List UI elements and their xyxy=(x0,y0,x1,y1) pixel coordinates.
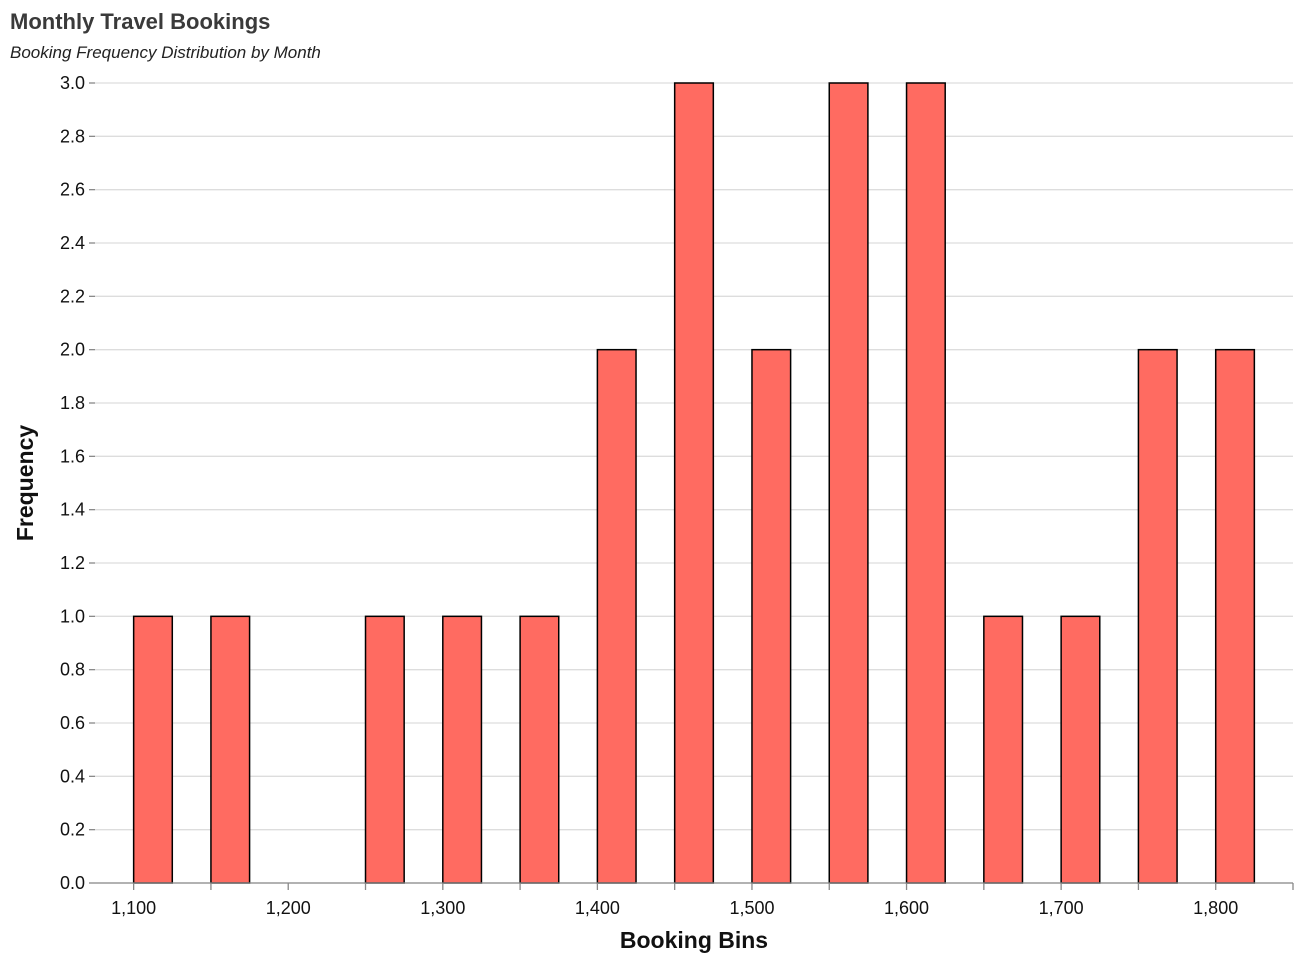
y-tick-label: 1.8 xyxy=(60,393,85,413)
histogram-bar xyxy=(442,615,483,884)
y-tick-label: 0.2 xyxy=(60,820,85,840)
histogram-bar xyxy=(132,615,174,884)
histogram-bar xyxy=(828,82,869,884)
histogram-bar xyxy=(364,615,405,884)
y-tick-label: 1.4 xyxy=(60,500,85,520)
chart-subtitle: Booking Frequency Distribution by Month xyxy=(10,43,321,62)
y-tick-label: 1.0 xyxy=(60,606,85,626)
histogram-bar xyxy=(1060,615,1101,884)
x-tick-label: 1,300 xyxy=(420,898,465,918)
histogram-bar xyxy=(210,615,251,884)
x-tick-label: 1,700 xyxy=(1039,898,1084,918)
y-tick-label: 0.8 xyxy=(60,660,85,680)
histogram-bar xyxy=(905,82,946,884)
y-tick-label: 0.6 xyxy=(60,713,85,733)
histogram-bar xyxy=(1137,348,1178,884)
histogram-bar xyxy=(751,348,792,884)
chart-title: Monthly Travel Bookings xyxy=(10,9,270,34)
histogram-bar xyxy=(1214,348,1256,884)
y-tick-label: 3.0 xyxy=(60,73,85,93)
y-tick-label: 2.8 xyxy=(60,126,85,146)
bars xyxy=(132,82,1256,884)
y-tick-label: 2.6 xyxy=(60,180,85,200)
histogram-bar xyxy=(519,615,560,884)
histogram-bar xyxy=(673,82,715,884)
histogram-bar xyxy=(596,348,637,884)
y-tick-label: 1.2 xyxy=(60,553,85,573)
y-tick-label: 0.4 xyxy=(60,766,85,786)
y-axis-title: Frequency xyxy=(12,425,38,542)
histogram-bar xyxy=(983,615,1024,884)
y-tick-label: 2.4 xyxy=(60,233,85,253)
x-tick-label: 1,400 xyxy=(575,898,620,918)
axes: 0.0 0.2 0.4 0.6 0.8 1.0 1.2 1.4 1.6 1.8 2.0 2.2 2.4 2… xyxy=(60,73,1294,918)
x-tick-label: 1,500 xyxy=(729,898,774,918)
x-tick-label: 1,200 xyxy=(266,898,311,918)
x-tick-label: 1,800 xyxy=(1193,898,1238,918)
y-tick-label: 1.6 xyxy=(60,446,85,466)
y-tick-label: 2.0 xyxy=(60,340,85,360)
x-tick-label: 1,600 xyxy=(884,898,929,918)
y-tick-label: 2.2 xyxy=(60,286,85,306)
x-axis-title: Booking Bins xyxy=(620,927,768,953)
x-tick-label: 1,100 xyxy=(111,898,156,918)
y-tick-label: 0.0 xyxy=(60,873,85,893)
